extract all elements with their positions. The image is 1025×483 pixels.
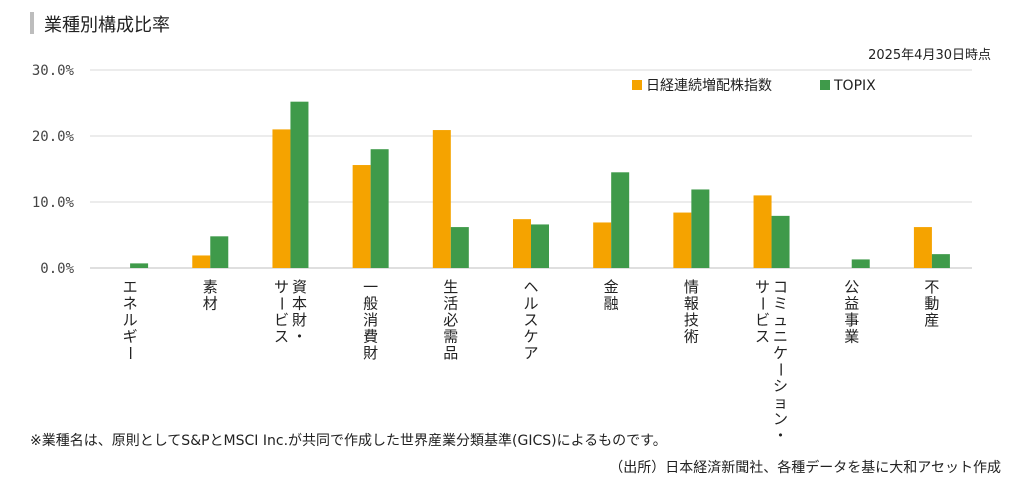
category-label-char: 生 [443,278,458,296]
category-label-char: 財 [363,344,378,362]
legend-label-topix: TOPIX [833,78,876,94]
y-tick-label: 0.0% [40,261,74,277]
category-label-char: 公 [844,278,859,296]
bar-topix [531,224,549,268]
category-label-char: 融 [604,295,619,313]
category-label-char: ー [754,296,772,311]
category-label-char: ケ [523,328,538,346]
category-label-char: 事 [844,311,859,329]
bar-topix [771,215,790,268]
category-label-char: 益 [844,295,859,313]
category-label-char: ヘ [523,278,538,296]
category-label-char: ス [755,328,770,346]
bar-nikkei [352,165,371,268]
bar-topix [450,227,469,268]
category-label-char: ル [523,295,538,313]
bar-nikkei [753,195,772,268]
legend-swatch-topix [820,80,830,90]
category-label-char: サ [274,278,289,296]
category-label-char: ア [523,344,538,362]
bar-topix [130,263,149,268]
category-label-char: 品 [443,344,458,362]
bar-nikkei [432,130,451,268]
category-label-char: 財 [292,311,307,329]
category-label-char: 一 [363,278,378,296]
legend-swatch-nikkei [632,80,642,90]
category-label-char: ン [773,410,788,428]
category-label-char: ス [274,328,289,346]
category-label-char: ー [121,345,139,360]
category-label-char: 動 [924,295,939,313]
category-label-char: ・ [773,427,788,445]
bar-topix [931,254,950,268]
category-label-char: 費 [363,328,378,346]
source-note: （出所）日本経済新聞社、各種データを基に大和アセット作成 [609,460,1001,476]
legend-label-nikkei: 日経連続増配株指数 [646,77,772,94]
category-label-char: 術 [684,328,699,346]
category-label-char: ョ [773,394,788,412]
category-label-char: ー [272,296,290,311]
category-label-char: ス [523,311,538,329]
category-label-char: ー [772,362,790,377]
y-tick-label: 30.0% [32,63,75,79]
bar-nikkei [913,227,932,268]
y-tick-label: 10.0% [32,195,75,211]
category-label-char: 金 [604,278,619,296]
category-label-char: ビ [755,311,770,329]
category-label-char: ビ [274,311,289,329]
category-label-char: 技 [684,311,699,329]
category-label-char: ニ [773,328,788,346]
bar-topix [611,172,630,268]
category-label-char: ミ [773,295,788,313]
category-label-char: シ [773,377,788,395]
category-label-char: サ [755,278,770,296]
category-label-char: 報 [684,295,699,313]
category-label-char: 産 [924,311,939,329]
category-label-char: 不 [924,278,939,296]
category-label-char: ュ [773,311,788,329]
category-label-char: ル [123,311,138,329]
bar-topix [290,101,309,269]
bar-topix [210,236,229,268]
category-label-char: 材 [203,295,218,313]
category-label-char: 本 [292,295,307,313]
category-label-char: ギ [123,328,138,346]
y-tick-label: 20.0% [32,129,75,145]
bar-topix [370,149,389,268]
category-label-char: 需 [443,328,458,346]
bar-nikkei [192,255,211,268]
title-accent-bar [30,12,34,34]
category-label-char: 素 [203,278,218,296]
category-label-char: 必 [443,311,458,329]
bar-topix [851,259,870,268]
category-label-char: ネ [123,295,138,313]
chart-title: 業種別構成比率 [44,15,170,36]
category-label-char: コ [773,278,788,296]
category-label-char: 消 [363,311,378,329]
category-label-char: 資 [292,278,307,296]
bar-nikkei [272,129,291,268]
bar-nikkei [673,212,692,268]
as-of-date: 2025年4月30日時点 [868,48,991,63]
category-label-char: 般 [363,295,378,313]
bar-nikkei [513,219,531,268]
bar-nikkei [593,222,612,268]
category-label-char: エ [123,278,138,296]
category-label-char: ケ [773,344,788,362]
category-label-char: 情 [684,278,699,296]
bar-topix [691,189,710,268]
category-label-char: 業 [844,328,859,346]
category-label-char: 活 [443,295,458,313]
footnote: ※業種名は、原則としてS&PとMSCI Inc.が共同で作成した世界産業分類基準… [30,433,667,449]
category-label-char: ・ [292,328,307,346]
